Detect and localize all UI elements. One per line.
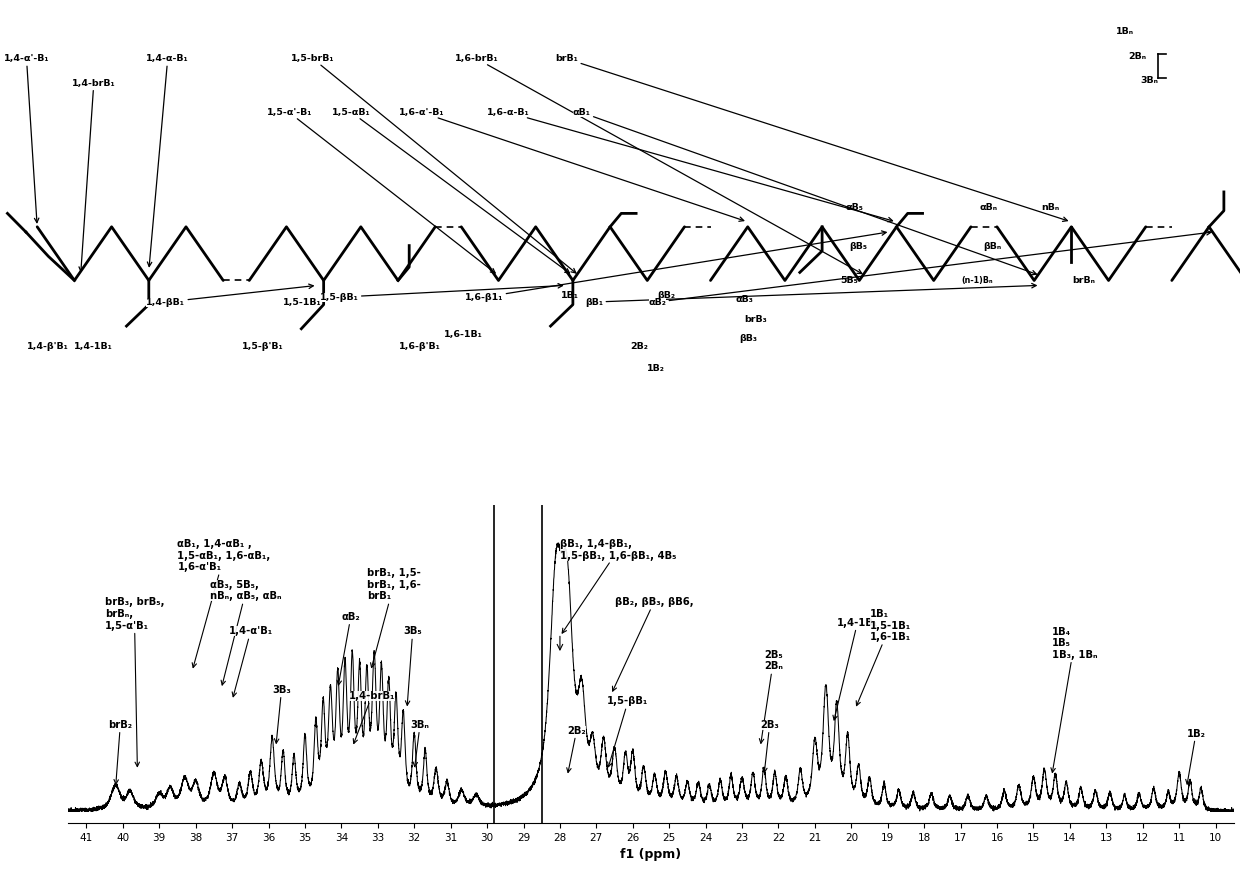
Text: 1,4-α-B₁: 1,4-α-B₁ [146,54,188,267]
Text: αB₃: αB₃ [735,295,753,304]
Text: βB₁, 1,4-βB₁,
1,5-βB₁, 1,6-βB₁, 4B₅: βB₁, 1,4-βB₁, 1,5-βB₁, 1,6-βB₁, 4B₅ [560,539,677,633]
Text: 3B₅: 3B₅ [403,626,422,706]
Text: 1B₂: 1B₂ [647,364,665,373]
Text: (n-1)Bₙ: (n-1)Bₙ [961,276,993,285]
Text: 1,6-β'B₁: 1,6-β'B₁ [399,341,441,351]
Text: 1,4-brB₁: 1,4-brB₁ [348,691,396,744]
Text: brB₁: brB₁ [556,54,1068,221]
Text: 1B₁: 1B₁ [560,291,579,300]
Text: 1Bₙ: 1Bₙ [1116,27,1135,36]
Text: βB₂: βB₂ [657,291,676,300]
Text: 1,6-α'-B₁: 1,6-α'-B₁ [399,108,744,221]
Text: βB₂, βB₃, βB6,: βB₂, βB₃, βB6, [613,598,693,691]
X-axis label: f1 (ppm): f1 (ppm) [620,848,682,861]
Text: 1,4-1B₁: 1,4-1B₁ [74,341,113,351]
Text: 3B₃: 3B₃ [273,685,291,743]
Text: 1,5-β'B₁: 1,5-β'B₁ [242,341,284,351]
Text: brB₂: brB₂ [108,719,133,784]
Text: 3Bₙ: 3Bₙ [410,719,429,766]
Text: 1,5-α'-B₁: 1,5-α'-B₁ [267,108,495,273]
Text: βB₅: βB₅ [849,242,868,251]
Text: 1B₂: 1B₂ [1185,728,1205,784]
Text: 3Bₙ: 3Bₙ [1141,76,1159,84]
Text: 1B₄
1B₅
1B₃, 1Bₙ: 1B₄ 1B₅ 1B₃, 1Bₙ [1052,626,1097,773]
Text: αB₁: αB₁ [573,108,1037,274]
Text: 1,4-α'-B₁: 1,4-α'-B₁ [4,54,50,223]
Text: αB₂: αB₂ [337,611,360,685]
Text: 1,6-brB₁: 1,6-brB₁ [455,54,862,273]
Text: 2B₂: 2B₂ [567,726,587,773]
Text: 2B₂: 2B₂ [630,341,647,351]
Text: αB₁, 1,4-αB₁ ,
1,5-αB₁, 1,6-αB₁,
1,6-α'B₁: αB₁, 1,4-αB₁ , 1,5-αB₁, 1,6-αB₁, 1,6-α'B… [177,539,270,667]
Text: 1,4-β'B₁: 1,4-β'B₁ [27,341,69,351]
Text: 1B₁
1,5-1B₁
1,6-1B₁: 1B₁ 1,5-1B₁ 1,6-1B₁ [856,609,911,706]
Text: αB₃, 5B₅,
nBₙ, αB₅, αBₙ: αB₃, 5B₅, nBₙ, αB₅, αBₙ [211,580,281,685]
Text: 1,6-α-B₁: 1,6-α-B₁ [487,108,893,222]
Text: 1,5-βB₁: 1,5-βB₁ [320,284,563,301]
Text: 1,5-βB₁: 1,5-βB₁ [608,697,649,766]
Text: 1,5-αB₁: 1,5-αB₁ [332,108,569,273]
Text: brB₃, brB₅,
brBₙ,
1,5-α'B₁: brB₃, brB₅, brBₙ, 1,5-α'B₁ [104,598,164,766]
Text: 1,6-1B₁: 1,6-1B₁ [444,329,482,339]
Text: 1,5-brB₁: 1,5-brB₁ [291,54,575,273]
Text: 5B₅: 5B₅ [841,276,858,285]
Text: βB₃: βB₃ [739,334,758,343]
Text: 1,4-1B₁: 1,4-1B₁ [833,618,878,720]
Text: brB₁, 1,5-
brB₁, 1,6-
brB₁: brB₁, 1,5- brB₁, 1,6- brB₁ [367,568,420,667]
Text: 2Bₙ: 2Bₙ [1128,51,1147,60]
Text: 2B₃: 2B₃ [760,719,779,773]
Text: 1,5-1B₁: 1,5-1B₁ [283,298,321,307]
Text: nBₙ: nBₙ [1042,203,1060,212]
Text: βBₙ: βBₙ [983,242,1002,251]
Text: αB₅: αB₅ [846,203,864,212]
Text: 1,4-brB₁: 1,4-brB₁ [72,78,115,272]
Text: αBₙ: αBₙ [980,203,998,212]
Text: brBₙ: brBₙ [1073,276,1096,285]
Text: 1,4-α'B₁: 1,4-α'B₁ [228,626,273,697]
Text: βB₁: βB₁ [585,283,1037,307]
Text: brB₃: brB₃ [744,315,766,324]
Text: 1,4-βB₁: 1,4-βB₁ [146,284,314,307]
Text: 1,6-β1₁: 1,6-β1₁ [465,231,887,301]
Text: 2B₅
2Bₙ: 2B₅ 2Bₙ [759,650,782,743]
Text: αB₂: αB₂ [649,231,1211,307]
